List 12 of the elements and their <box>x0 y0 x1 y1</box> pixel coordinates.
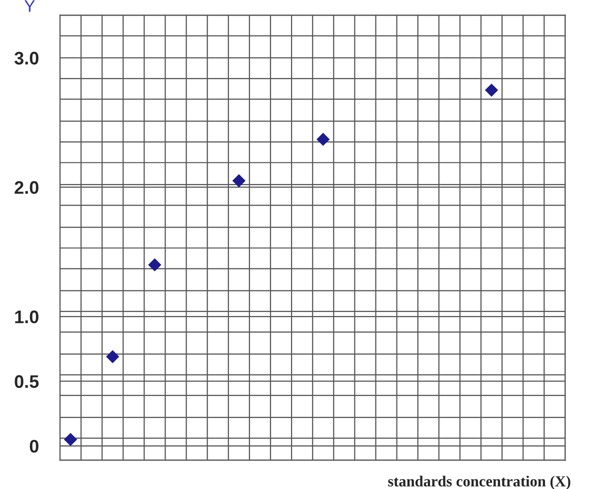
y-tick-label: 2.0 <box>14 181 38 194</box>
y-tick-label: 3.0 <box>14 52 38 65</box>
point <box>484 84 498 97</box>
point <box>106 350 120 364</box>
point <box>316 132 330 146</box>
point <box>148 258 162 272</box>
point <box>232 174 246 188</box>
point <box>64 432 78 446</box>
y-tick-label: 1.0 <box>15 310 38 324</box>
y-tick-label: 0 <box>30 440 38 453</box>
y-axis-title: Y <box>24 0 35 12</box>
y-tick-label: 0.5 <box>14 375 39 388</box>
